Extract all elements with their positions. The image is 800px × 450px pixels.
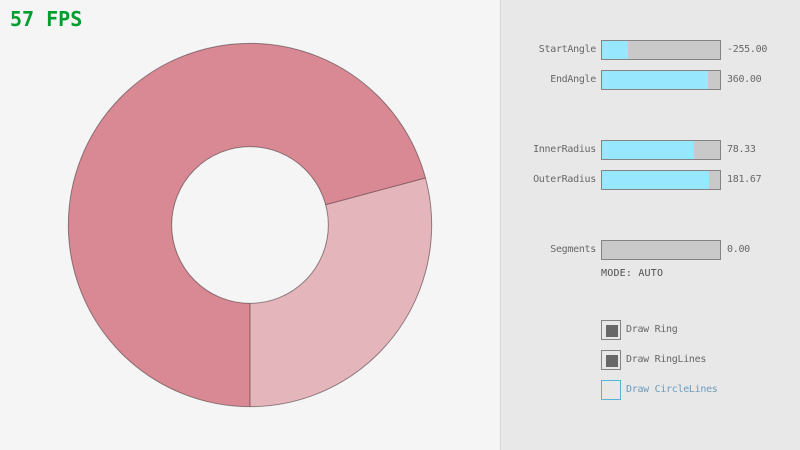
- ring-start-angle-line: [325, 177, 426, 206]
- ring-single-region: [250, 177, 432, 407]
- check-mark-icon: [606, 325, 618, 337]
- slider-label-startangle: StartAngle: [538, 44, 597, 55]
- ring-inner-outline: [171, 146, 329, 304]
- slider-fill-endangle: [602, 71, 709, 89]
- slider-endangle[interactable]: [601, 70, 721, 90]
- slider-label-outerradius: OuterRadius: [533, 174, 596, 185]
- slider-fill-outerradius: [602, 171, 710, 189]
- checkbox-row-draw-circlelines: Draw CircleLines: [601, 380, 800, 400]
- slider-innerradius[interactable]: [601, 140, 721, 160]
- slider-fill-startangle: [602, 41, 628, 59]
- checkbox-label-draw-ring: Draw Ring: [626, 324, 678, 335]
- slider-outerradius[interactable]: [601, 170, 721, 190]
- checkbox-draw-circlelines[interactable]: [601, 380, 621, 400]
- slider-value-endangle: 360.00: [727, 74, 762, 85]
- slider-fill-innerradius: [602, 141, 695, 159]
- slider-segments[interactable]: [601, 240, 721, 260]
- mode-label: MODE: AUTO: [601, 268, 664, 279]
- slider-row-outerradius: OuterRadius 181.67: [501, 170, 800, 190]
- slider-label-innerradius: InnerRadius: [533, 144, 596, 155]
- controls-panel: StartAngle -255.00 EndAngle 360.00 Inner…: [500, 0, 800, 450]
- slider-label-segments: Segments: [550, 244, 596, 255]
- slider-startangle[interactable]: [601, 40, 721, 60]
- checkbox-label-draw-ringlines: Draw RingLines: [626, 354, 707, 365]
- slider-row-endangle: EndAngle 360.00: [501, 70, 800, 90]
- checkbox-row-draw-ringlines: Draw RingLines: [601, 350, 800, 370]
- checkbox-label-draw-circlelines: Draw CircleLines: [626, 384, 718, 395]
- slider-row-startangle: StartAngle -255.00: [501, 40, 800, 60]
- slider-value-segments: 0.00: [727, 244, 750, 255]
- slider-value-startangle: -255.00: [727, 44, 768, 55]
- checkbox-row-draw-ring: Draw Ring: [601, 320, 800, 340]
- slider-value-innerradius: 78.33: [727, 144, 756, 155]
- slider-label-endangle: EndAngle: [550, 74, 596, 85]
- fps-counter: 57 FPS: [10, 7, 83, 31]
- ring-outer-outline: [67, 42, 433, 408]
- checkbox-draw-ringlines[interactable]: [601, 350, 621, 370]
- checkbox-draw-ring[interactable]: [601, 320, 621, 340]
- slider-value-outerradius: 181.67: [727, 174, 762, 185]
- slider-row-innerradius: InnerRadius 78.33: [501, 140, 800, 160]
- ring-hole: [171, 146, 329, 304]
- check-mark-icon: [606, 355, 618, 367]
- slider-row-segments: Segments 0.00: [501, 240, 800, 260]
